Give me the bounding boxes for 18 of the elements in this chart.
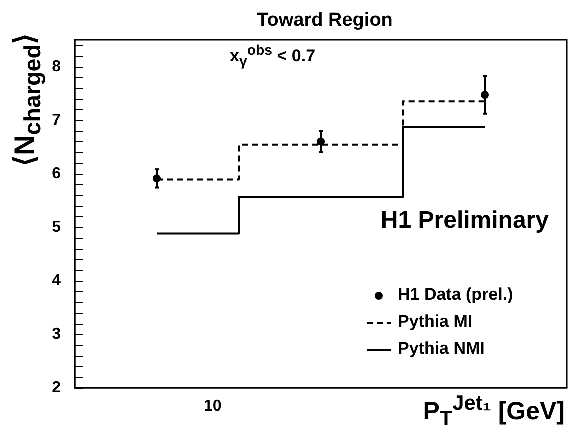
y-tick-label: 3 (52, 326, 62, 343)
x-axis-title: P$_{T}$$^{Jet₁}$ [GeV] (423, 392, 565, 430)
legend-label: Pythia NMI (398, 339, 485, 359)
annotation: x$_{γ}$$^{obs}$ < 0.7 (230, 43, 316, 71)
chart-title: Toward Region (257, 10, 393, 31)
y-tick-label: 7 (52, 112, 62, 129)
y-tick-label: 4 (52, 272, 62, 290)
legend-label: H1 Data (prel.) (398, 285, 514, 305)
y-tick-label: 2 (52, 380, 62, 396)
legend-label: Pythia MI (398, 312, 473, 332)
annotation: H1 Preliminary (380, 207, 549, 234)
point (481, 91, 489, 100)
y-tick-label: 6 (52, 165, 62, 182)
text: 10 (204, 398, 222, 416)
point (317, 138, 325, 146)
point (153, 174, 161, 183)
y-tick-label: 8 (52, 58, 62, 76)
y-tick-label: 5 (52, 218, 62, 236)
